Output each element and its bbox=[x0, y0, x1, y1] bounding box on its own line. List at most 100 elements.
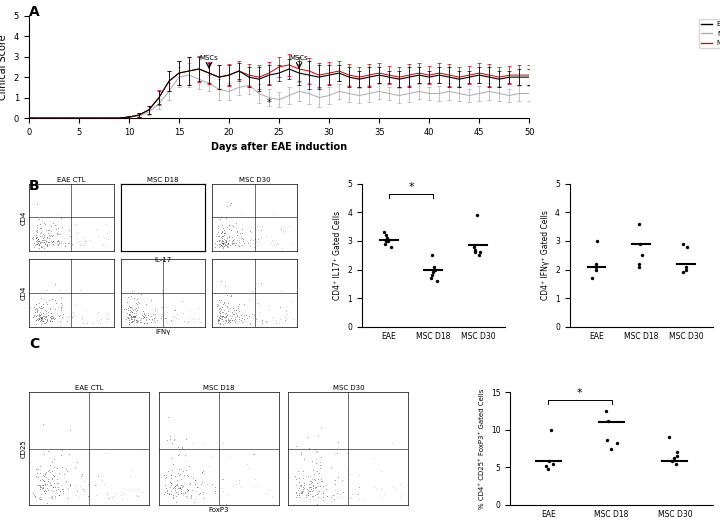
Point bbox=[173, 468, 184, 477]
Point bbox=[45, 315, 57, 323]
Point bbox=[171, 310, 182, 319]
Point bbox=[53, 238, 65, 246]
Point bbox=[163, 226, 174, 235]
Point bbox=[58, 239, 69, 247]
Point bbox=[134, 238, 145, 246]
Point bbox=[264, 486, 276, 494]
Point bbox=[590, 262, 602, 271]
Point bbox=[249, 235, 261, 243]
Point bbox=[328, 490, 340, 499]
Point bbox=[40, 313, 51, 321]
Point bbox=[48, 315, 60, 323]
Point bbox=[126, 240, 138, 248]
Point bbox=[305, 480, 316, 488]
Point bbox=[35, 492, 46, 501]
Point bbox=[128, 309, 140, 317]
Point bbox=[128, 315, 140, 323]
Point bbox=[130, 309, 141, 317]
Point bbox=[60, 241, 71, 250]
Point bbox=[36, 242, 48, 251]
Y-axis label: CD4: CD4 bbox=[21, 286, 27, 300]
Point bbox=[234, 229, 246, 237]
Point bbox=[192, 483, 203, 491]
Point bbox=[129, 240, 140, 249]
Point bbox=[212, 224, 224, 232]
Point bbox=[31, 226, 42, 234]
Point bbox=[211, 240, 222, 249]
Point bbox=[71, 458, 83, 467]
Point bbox=[155, 311, 166, 320]
Point bbox=[40, 226, 52, 234]
Point bbox=[279, 316, 291, 324]
Point bbox=[295, 488, 307, 497]
Point bbox=[126, 308, 138, 316]
Point bbox=[145, 232, 157, 241]
Point bbox=[38, 238, 50, 246]
Point bbox=[30, 300, 41, 308]
Point bbox=[159, 488, 171, 496]
Point bbox=[290, 492, 302, 501]
Point bbox=[32, 307, 43, 316]
Point bbox=[90, 225, 102, 233]
Point bbox=[121, 309, 132, 317]
Point bbox=[297, 487, 308, 495]
Point bbox=[45, 317, 56, 325]
Point bbox=[33, 237, 45, 245]
Point bbox=[230, 315, 241, 323]
Point bbox=[382, 237, 394, 245]
Point bbox=[173, 484, 184, 492]
Point bbox=[252, 298, 264, 307]
Point bbox=[132, 223, 144, 231]
Point bbox=[238, 311, 250, 319]
Point bbox=[37, 484, 49, 492]
Point bbox=[165, 471, 176, 479]
Point bbox=[169, 483, 181, 492]
Point bbox=[245, 226, 256, 235]
Point bbox=[27, 312, 39, 321]
Point bbox=[280, 307, 292, 316]
Point bbox=[53, 483, 64, 492]
Point bbox=[107, 493, 118, 502]
Point bbox=[76, 470, 88, 478]
Point bbox=[134, 240, 145, 248]
Point bbox=[215, 305, 227, 313]
Point bbox=[168, 312, 180, 320]
Point bbox=[33, 236, 45, 245]
Point bbox=[63, 239, 75, 247]
Point bbox=[41, 299, 53, 308]
Point bbox=[64, 481, 76, 489]
Point bbox=[31, 236, 42, 245]
Point bbox=[31, 228, 42, 236]
Point bbox=[57, 312, 68, 321]
Point bbox=[53, 230, 64, 238]
Point bbox=[130, 244, 142, 252]
Point bbox=[35, 483, 46, 491]
Point bbox=[119, 239, 130, 248]
Point bbox=[78, 233, 89, 241]
Point bbox=[131, 317, 143, 325]
Point bbox=[47, 313, 58, 321]
Point bbox=[41, 286, 53, 294]
Point bbox=[164, 431, 176, 440]
Point bbox=[241, 460, 253, 468]
Point bbox=[35, 309, 47, 318]
Point bbox=[225, 199, 236, 207]
Point bbox=[250, 284, 261, 292]
Point bbox=[209, 489, 220, 498]
Point bbox=[254, 308, 266, 316]
Point bbox=[122, 239, 133, 247]
Point bbox=[170, 488, 181, 497]
Point bbox=[42, 237, 54, 246]
Point bbox=[30, 237, 42, 245]
Point bbox=[312, 482, 323, 490]
Point bbox=[37, 237, 48, 246]
Point bbox=[590, 265, 602, 274]
Point bbox=[39, 479, 50, 488]
Point bbox=[176, 444, 188, 452]
Point bbox=[219, 238, 230, 246]
Point bbox=[57, 222, 68, 231]
Point bbox=[32, 237, 44, 245]
Point bbox=[102, 313, 114, 322]
Point bbox=[246, 234, 257, 242]
Point bbox=[55, 306, 67, 315]
